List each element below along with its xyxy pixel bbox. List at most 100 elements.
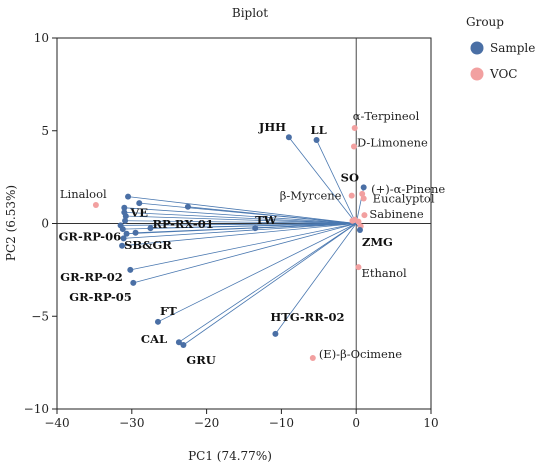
voc-point [350,143,357,150]
sample-label: FT [160,304,177,318]
legend-label: VOC [489,67,517,81]
sample-label: GRU [186,353,215,367]
voc-point [359,190,366,197]
sample-label: HTG-RR-02 [270,310,344,324]
sample-label: GR-RP-05 [69,290,132,304]
loading-line [122,223,357,247]
sample-label: JHH [258,120,286,134]
y-axis-title: PC2 (6.53%) [4,185,18,261]
loading-line [125,220,357,224]
loading-line [316,139,357,224]
sample-point [252,225,259,232]
loading-line [124,207,357,224]
voc-label: Eucalyptol [373,191,435,205]
sample-point [119,226,126,233]
sample-point [147,225,154,232]
x-tick-label: 10 [423,416,438,430]
loading-lines [120,136,365,346]
sample-point [154,318,161,325]
legend-marker [470,41,484,55]
sample-point [123,230,130,237]
legend-label: Sample [490,41,535,55]
voc-point [355,264,362,271]
voc-point [360,195,367,202]
sample-point [313,137,320,144]
sample-label: GR-RP-06 [59,229,122,243]
sample-point [285,134,292,141]
chart-title: Biplot [232,6,268,20]
sample-point [122,217,129,224]
sample-label: LL [311,123,327,137]
sample-point [127,266,134,273]
y-tick-label: −5 [31,309,49,323]
loading-line [178,223,357,343]
x-axis-title: PC1 (74.77%) [188,449,272,463]
voc-label: (+)-α-Pinene [371,182,445,196]
loading-line [124,211,357,224]
y-tick-label: −10 [24,402,49,416]
sample-label: SB&GR [124,238,172,252]
x-tick-label: −40 [44,416,69,430]
x-tick-label: 0 [352,416,360,430]
voc-point [361,212,368,219]
loading-line [120,223,357,226]
sample-point [120,235,127,242]
sample-label: TW [255,213,278,227]
loading-line [128,196,357,224]
sample-label: ZMG [362,235,393,249]
voc-point [348,192,355,199]
sample-point [122,213,129,220]
sample-point [175,339,182,346]
x-tick-label: −10 [269,416,294,430]
sample-point [360,184,367,191]
y-tick-label: 10 [34,31,49,45]
loading-line [135,223,357,234]
x-tick-label: −30 [119,416,144,430]
legend: Group Sample VOC [466,15,535,81]
sample-point [136,200,143,207]
sample-point [119,242,126,249]
sample-label: SO [341,170,359,184]
x-tick-label: −20 [194,416,219,430]
sample-point [130,279,137,286]
loading-line [288,136,357,224]
voc-point [351,124,358,131]
voc-label: α-Terpineol [353,109,420,123]
sample-point [356,226,363,233]
voc-point [309,354,316,361]
sample-label: GR-RP-02 [60,270,123,284]
loading-line [187,206,357,224]
loading-line [123,223,357,239]
y-tick-label: 0 [41,217,49,231]
sample-label: VE [129,205,148,219]
voc-point [92,201,99,208]
data-points [92,124,368,361]
legend-marker [470,67,484,81]
sample-point [132,229,139,236]
voc-label: Ethanol [361,266,407,280]
axis-ticks: −40 −30 −20 −10 0 10 −10 −5 0 5 10 [24,31,439,430]
loading-line [122,223,357,230]
loading-line [125,215,357,224]
loading-line [183,223,357,346]
sample-point [184,203,191,210]
sample-point [272,330,279,337]
sample-point [125,193,132,200]
voc-label: β-Myrcene [280,189,342,203]
voc-label: Sabinene [369,207,423,221]
voc-label: D-Limonene [357,136,428,150]
y-tick-label: 5 [41,124,49,138]
sample-point [180,342,187,349]
loading-line [133,223,357,284]
legend-title: Group [466,15,504,29]
loading-line [130,223,357,271]
sample-label: RP-RX-01 [153,217,214,231]
sample-point [121,204,128,211]
sample-label: CAL [141,332,167,346]
loading-line [157,223,357,323]
voc-label: (E)-β-Ocimene [319,347,402,361]
loading-line [275,223,357,335]
voc-point [351,216,358,223]
